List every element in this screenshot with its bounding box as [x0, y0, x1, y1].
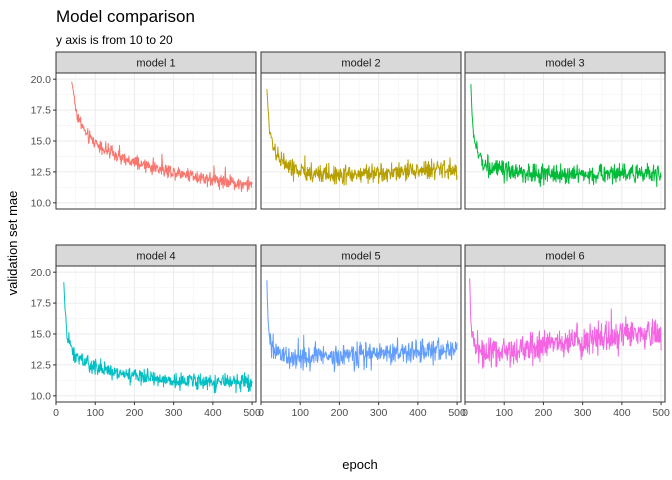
series-line-model-5: [266, 280, 458, 373]
x-tick-label: 400: [613, 407, 631, 419]
facet-panel-1: model 1 10.0 12.5 15.0 17.5 20.0: [31, 51, 257, 210]
facet-panel-2: model 2: [260, 51, 462, 210]
facet-strip-label: model 4: [136, 251, 175, 263]
y-tick-label: 20.0: [31, 74, 52, 86]
y-tick-label: 17.5: [31, 105, 52, 117]
x-tick-label: 500: [652, 407, 670, 419]
x-tick-label: 400: [409, 407, 427, 419]
y-tick-label: 20.0: [31, 267, 52, 279]
x-tick-label: 0: [462, 407, 468, 419]
y-tick-label: 12.5: [31, 360, 52, 372]
series-line-model-6: [469, 278, 662, 369]
x-tick-label: 200: [535, 407, 553, 419]
x-tick-label: 400: [204, 407, 222, 419]
series-line-model-1: [71, 81, 253, 193]
y-axis-label: validation set mae: [5, 191, 20, 296]
chart-subtitle: y axis is from 10 to 20: [56, 33, 173, 47]
facet-strip-label: model 6: [545, 251, 584, 263]
x-tick-label: 300: [574, 407, 592, 419]
facet-strip-label: model 2: [341, 58, 380, 70]
facet-panel-6: model 6 0 100 200 300 400 500: [462, 244, 670, 419]
facet-panel-4: model 4 10.0 12.5 15.0 17.5 20.0 0 100 200 300 400…: [31, 244, 261, 419]
x-tick-label: 300: [165, 407, 183, 419]
x-tick-label: 100: [291, 407, 309, 419]
series-line-model-2: [266, 89, 458, 186]
x-tick-label: 100: [86, 407, 104, 419]
x-tick-label: 100: [495, 407, 513, 419]
x-tick-label: 0: [258, 407, 264, 419]
facet-strip-label: model 1: [136, 58, 175, 70]
y-tick-label: 12.5: [31, 167, 52, 179]
facet-panel-5: model 5 0 100 200 300 400 500: [258, 244, 466, 419]
panel-border: [260, 265, 462, 403]
series-line-model-4: [63, 282, 253, 394]
panel-border: [464, 72, 666, 210]
facet-strip-label: model 3: [545, 58, 584, 70]
y-tick-label: 15.0: [31, 136, 52, 148]
x-tick-label: 300: [370, 407, 388, 419]
y-tick-label: 15.0: [31, 329, 52, 341]
x-tick-label: 0: [53, 407, 59, 419]
y-tick-label: 10.0: [31, 390, 52, 402]
chart-title: Model comparison: [56, 7, 195, 26]
facet-panel-3: model 3: [464, 51, 666, 210]
panel-border: [260, 72, 462, 210]
x-tick-label: 500: [448, 407, 466, 419]
y-tick-label: 17.5: [31, 298, 52, 310]
x-tick-label: 500: [243, 407, 261, 419]
facet-panels: model 1 10.0 12.5 15.0 17.5 20.0 model 2 model …: [31, 51, 670, 419]
x-axis-label: epoch: [342, 457, 377, 472]
y-tick-label: 10.0: [31, 197, 52, 209]
x-tick-label: 200: [126, 407, 144, 419]
panel-border: [464, 265, 666, 403]
series-line-model-3: [470, 84, 662, 188]
facet-strip-label: model 5: [341, 251, 380, 263]
x-tick-label: 200: [331, 407, 349, 419]
